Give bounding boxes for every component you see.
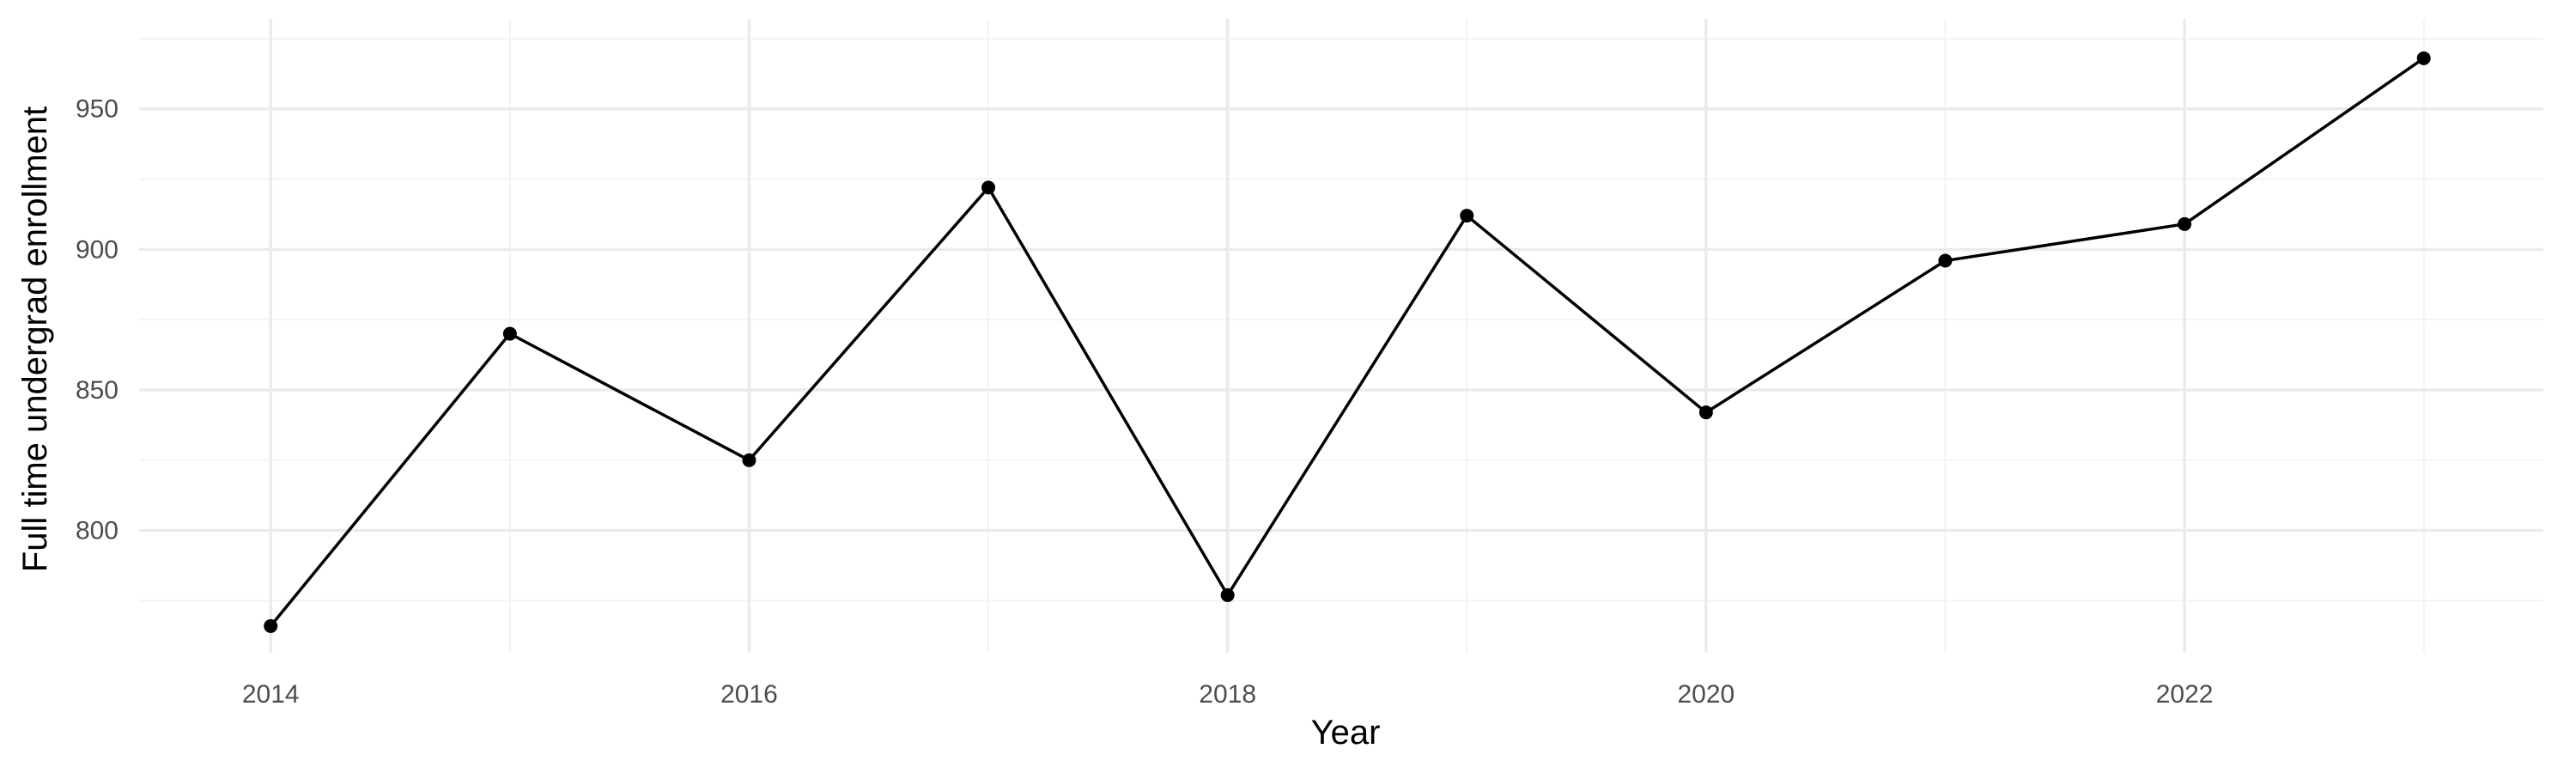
data-point (1460, 209, 1474, 223)
y-tick-labels: 800 850 900 950 (76, 95, 118, 545)
x-tick-label: 2020 (1678, 680, 1735, 709)
x-axis-title: Year (1311, 714, 1381, 752)
x-tick-labels: 2014 2016 2018 2020 2022 (242, 680, 2214, 709)
x-tick-label: 2022 (2156, 680, 2214, 709)
major-gridlines (139, 19, 2543, 653)
x-tick-label: 2016 (720, 680, 778, 709)
data-point (2178, 216, 2192, 231)
x-tick-label: 2018 (1199, 680, 1256, 709)
data-point (1938, 253, 1953, 268)
series-line (269, 57, 2425, 628)
y-axis-title: Full time undergrad enrollment (16, 107, 54, 572)
y-tick-label: 900 (76, 235, 118, 264)
y-tick-label: 850 (76, 376, 118, 405)
data-point (502, 326, 517, 341)
data-point (742, 453, 756, 467)
y-tick-label: 800 (76, 517, 118, 545)
data-point (981, 180, 996, 195)
data-point (1220, 587, 1235, 602)
x-tick-label: 2014 (242, 680, 300, 709)
data-point (264, 618, 278, 633)
data-point (2416, 51, 2431, 65)
y-tick-label: 950 (76, 95, 118, 124)
series-layer (264, 51, 2431, 633)
data-point (1698, 405, 1713, 420)
minor-gridlines (139, 19, 2543, 653)
